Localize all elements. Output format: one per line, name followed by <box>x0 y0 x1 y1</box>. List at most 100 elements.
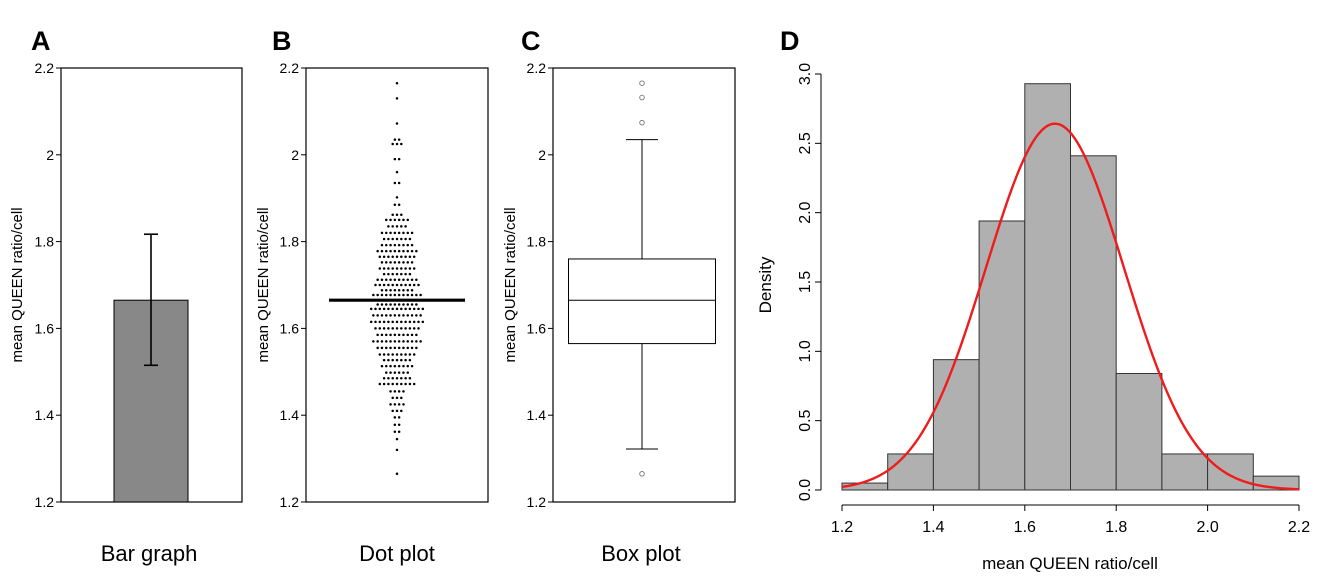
data-dot <box>410 278 414 282</box>
data-dot <box>400 283 403 287</box>
y-tick-label: 1.4 <box>527 407 547 423</box>
data-dot <box>378 267 382 270</box>
data-dot <box>400 267 403 270</box>
data-dot <box>389 231 392 235</box>
data-dot <box>402 346 405 350</box>
data-dot <box>389 303 392 306</box>
y-tick-label: 2 <box>291 147 299 163</box>
data-dot <box>406 288 409 292</box>
data-dot <box>406 243 409 247</box>
data-dot <box>385 278 388 282</box>
data-dot <box>378 327 382 330</box>
data-dot <box>395 81 399 85</box>
data-dot <box>404 307 407 311</box>
data-dot <box>402 249 405 253</box>
data-dot <box>400 409 403 413</box>
data-dot <box>410 288 414 292</box>
plot-frame <box>305 67 489 503</box>
data-dot <box>395 237 399 241</box>
data-dot <box>395 353 399 356</box>
x-tick-label: 2.2 <box>1288 519 1310 536</box>
outlier-point <box>639 119 645 126</box>
y-tick-label: 1.8 <box>527 234 547 250</box>
data-dot <box>393 138 397 141</box>
data-dot <box>372 293 375 297</box>
data-dot <box>391 396 394 400</box>
box <box>568 258 716 345</box>
data-dot <box>397 181 401 185</box>
data-dot <box>406 293 409 297</box>
data-dot <box>389 218 392 222</box>
data-dot <box>393 249 397 253</box>
plot-frame <box>552 67 736 503</box>
y-axis-label: Density <box>756 256 775 313</box>
data-dot <box>417 283 420 287</box>
data-dot <box>393 218 397 222</box>
bar-marks <box>113 233 189 503</box>
data-dot <box>393 390 397 393</box>
data-dot <box>406 249 409 253</box>
y-axis: 1.2 1.4 1.6 1.8 2 2.2 <box>35 60 61 510</box>
data-dot <box>408 307 412 311</box>
data-dot <box>406 371 409 374</box>
data-dot <box>400 142 403 146</box>
data-dot <box>385 243 388 247</box>
data-dot <box>380 364 384 368</box>
data-dot <box>406 346 409 350</box>
data-dot <box>412 320 416 324</box>
data-dot <box>400 255 403 259</box>
data-dot <box>382 358 386 362</box>
y-tick-label: 2 <box>538 147 546 163</box>
data-dot <box>389 390 392 393</box>
data-dot <box>402 303 405 306</box>
y-tick-label: 3.0 <box>797 63 814 85</box>
data-dot <box>415 249 418 253</box>
data-dot <box>389 249 392 253</box>
data-dot <box>395 472 399 476</box>
data-dot <box>385 293 388 297</box>
data-dot <box>402 333 405 337</box>
data-dot <box>395 307 399 311</box>
data-dot <box>410 261 414 264</box>
data-dot <box>378 320 382 324</box>
y-tick-label: 2.5 <box>797 132 814 154</box>
data-dot <box>395 97 399 100</box>
data-dot <box>380 293 384 297</box>
y-tick-label: 1.2 <box>280 494 300 510</box>
y-axis-label: mean QUEEN ratio/cell <box>502 207 519 362</box>
x-axis: 1.2 1.4 1.6 1.8 2.0 2.2 <box>831 504 1310 536</box>
data-dot <box>382 382 386 386</box>
data-dot <box>406 261 409 264</box>
data-dot <box>369 320 373 324</box>
data-dot <box>397 430 401 433</box>
data-dot <box>389 314 392 317</box>
data-dot <box>415 346 418 350</box>
data-dot <box>408 382 412 386</box>
data-dot <box>412 267 416 270</box>
data-dot <box>404 272 407 276</box>
data-dot <box>372 340 375 343</box>
data-dot <box>415 293 418 297</box>
histogram-marks <box>841 83 1300 491</box>
y-tick-label: 2.2 <box>527 60 547 76</box>
data-dot <box>389 293 392 297</box>
y-tick-label: 1.5 <box>797 271 814 293</box>
histogram-bar <box>1207 453 1254 491</box>
y-axis-label: mean QUEEN ratio/cell <box>255 207 272 362</box>
data-dot <box>395 272 399 276</box>
data-dot <box>404 225 407 228</box>
data-dot <box>393 403 397 406</box>
data-dot <box>400 353 403 356</box>
y-tick-label: 1.0 <box>797 340 814 362</box>
y-tick-label: 1.6 <box>527 320 547 336</box>
data-dot <box>378 255 382 259</box>
data-dot <box>397 364 401 368</box>
y-axis: 1.2 1.4 1.6 1.8 2 2.2 <box>527 60 553 510</box>
data-dot <box>400 377 403 380</box>
data-dot <box>389 278 392 282</box>
data-dot <box>412 353 416 356</box>
data-dot <box>408 237 412 241</box>
data-dot <box>393 278 397 282</box>
data-dot <box>417 320 420 324</box>
data-dot <box>400 327 403 330</box>
